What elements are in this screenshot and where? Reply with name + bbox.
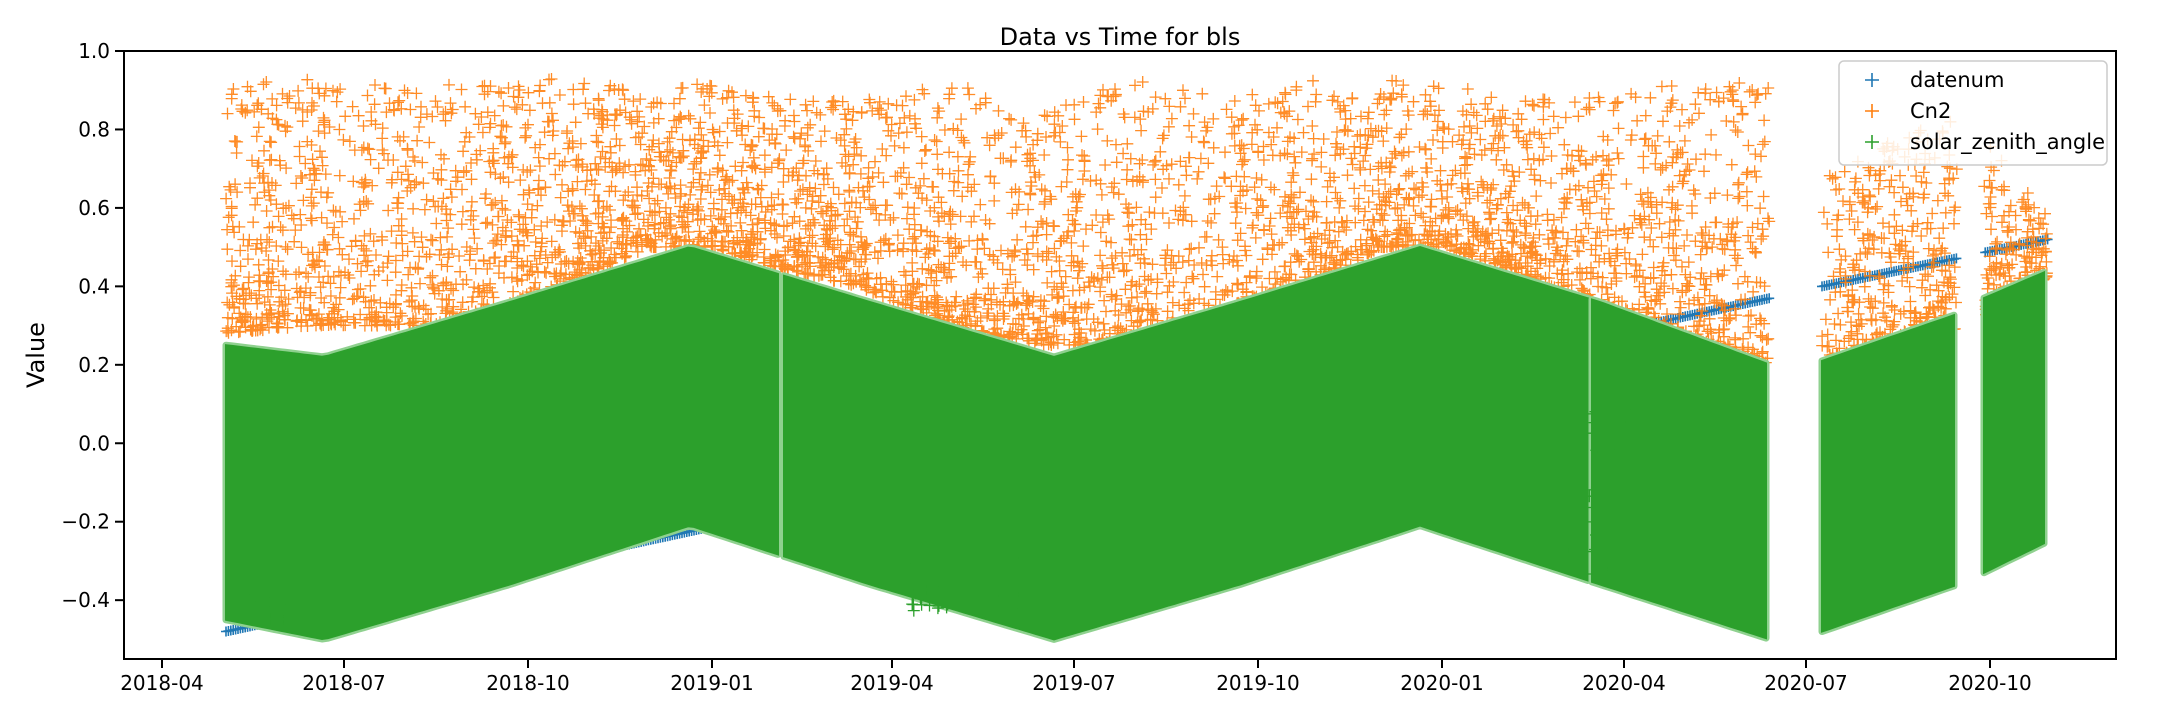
x-tick-label: 2018-07 bbox=[302, 671, 386, 695]
zenith-band-5 bbox=[1983, 270, 2045, 575]
legend-label: solar_zenith_angle bbox=[1910, 130, 2105, 155]
legend-item-solar_zenith_angle: solar_zenith_angle bbox=[1865, 130, 2105, 155]
x-tick-label: 2020-04 bbox=[1582, 671, 1666, 695]
y-tick-label: 0.0 bbox=[78, 431, 110, 455]
legend-marker bbox=[1865, 104, 1879, 118]
y-tick-label: −0.4 bbox=[61, 588, 110, 612]
series-solar_zenith_angle bbox=[222, 243, 2048, 643]
y-tick-label: 0.8 bbox=[78, 117, 110, 141]
x-tick-label: 2020-10 bbox=[1948, 671, 2032, 695]
x-tick-label: 2019-04 bbox=[850, 671, 934, 695]
x-tick-label: 2018-04 bbox=[120, 671, 204, 695]
y-axis-label: Value bbox=[22, 322, 50, 388]
legend-item-datenum: datenum bbox=[1865, 68, 2004, 92]
legend-label: datenum bbox=[1910, 68, 2004, 92]
y-tick-label: 0.2 bbox=[78, 353, 110, 377]
x-tick-label: 2020-01 bbox=[1400, 671, 1484, 695]
x-tick-label: 2020-07 bbox=[1764, 671, 1848, 695]
y-axis: 1.0 0.8 0.6 0.4 0.2 0.0 −0.2 −0.4 bbox=[61, 39, 124, 612]
zenith-band-2 bbox=[783, 246, 1589, 641]
y-tick-label: 0.6 bbox=[78, 196, 110, 220]
chart-title: Data vs Time for bls bbox=[1000, 23, 1241, 51]
x-tick-label: 2019-07 bbox=[1032, 671, 1116, 695]
zenith-outliers bbox=[242, 400, 1638, 626]
plot-area bbox=[220, 73, 2053, 643]
y-tick-label: 0.4 bbox=[78, 274, 110, 298]
legend-item-Cn2: Cn2 bbox=[1865, 99, 1951, 123]
y-tick-label: 1.0 bbox=[78, 39, 110, 63]
zenith-band-4 bbox=[1821, 313, 1955, 633]
x-axis: 2018-04 2018-07 2018-10 2019-01 2019-04 2019-… bbox=[120, 659, 2032, 695]
legend-box bbox=[1838, 60, 2108, 166]
legend-marker bbox=[1865, 135, 1879, 149]
x-tick-label: 2019-10 bbox=[1216, 671, 1300, 695]
legend-label: Cn2 bbox=[1910, 99, 1951, 123]
x-tick-label: 2018-10 bbox=[486, 671, 570, 695]
y-tick-label: −0.2 bbox=[61, 510, 110, 534]
legend: datenum Cn2 solar_zenith_angle bbox=[1838, 60, 2108, 166]
x-tick-label: 2019-01 bbox=[670, 671, 754, 695]
zenith-band-1 bbox=[225, 246, 779, 641]
plot-frame bbox=[123, 50, 2117, 660]
legend-marker bbox=[1865, 73, 1879, 87]
zenith-band-3 bbox=[1591, 298, 1767, 640]
